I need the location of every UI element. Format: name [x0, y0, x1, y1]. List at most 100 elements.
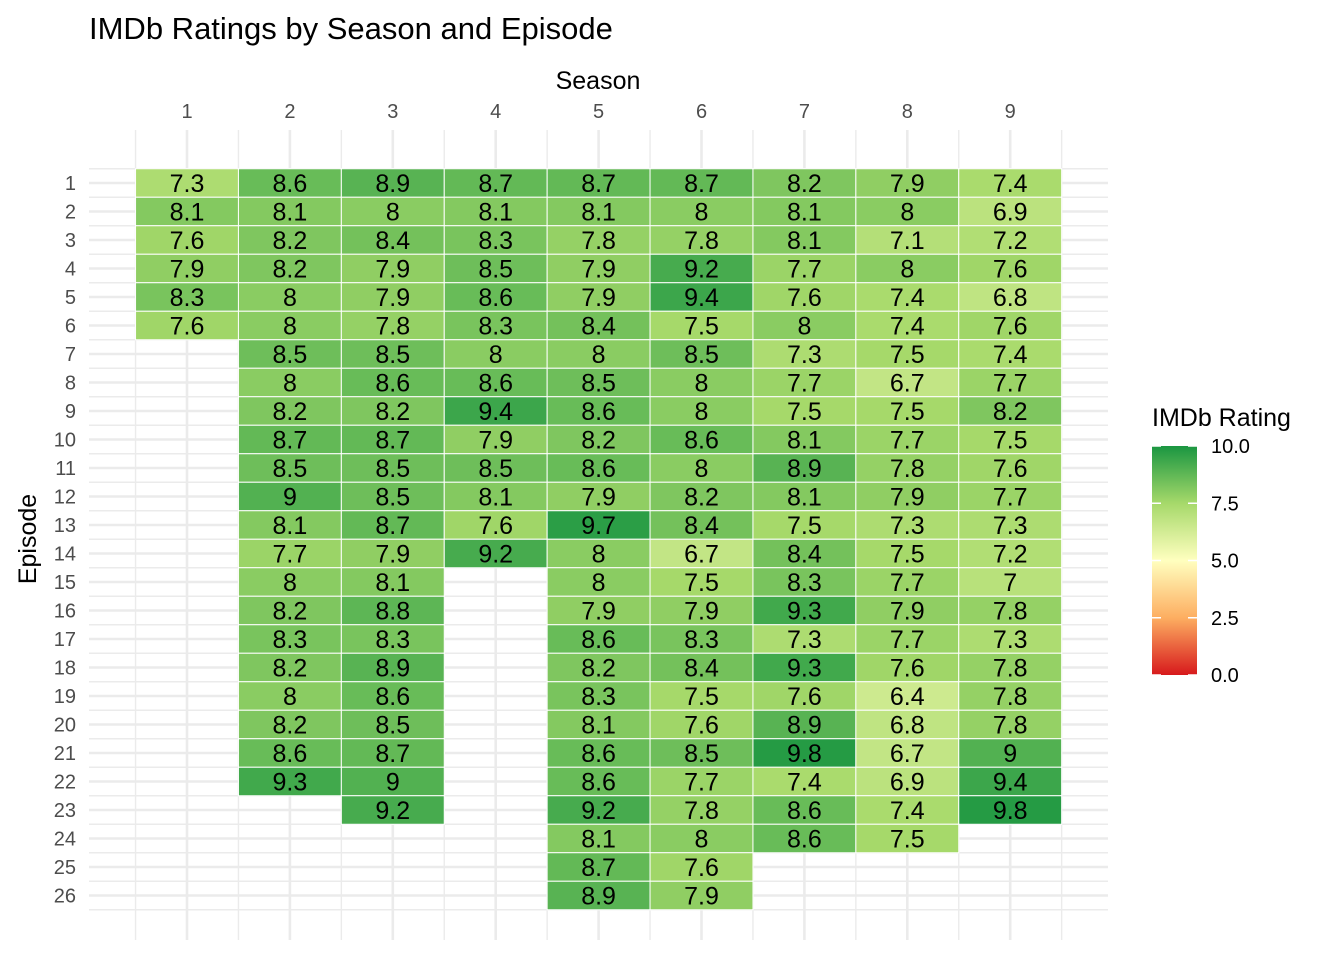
heatmap-cell [546, 282, 651, 312]
heatmap-cell [752, 481, 857, 512]
heatmap-cell [855, 253, 960, 284]
heatmap-cell [958, 253, 1063, 284]
heatmap-cell [958, 310, 1063, 341]
heatmap-cell [443, 225, 548, 255]
cell-label: 7.6 [684, 712, 719, 740]
cell-label: 8.5 [581, 370, 616, 398]
cell-label: 7.7 [890, 569, 925, 597]
cell-label: 8.2 [273, 227, 308, 255]
cell-label: 8.6 [375, 370, 410, 398]
cell-label: 8 [283, 284, 297, 312]
cell-label: 7.4 [890, 797, 925, 825]
cell-label: 7.6 [684, 854, 719, 882]
heatmap-cell [546, 880, 651, 911]
y-tick-label: 2 [65, 202, 76, 224]
cell-label: 8.5 [375, 712, 410, 740]
cell-label: 7.7 [684, 769, 719, 797]
heatmap-cell [752, 339, 857, 369]
heatmap-cells [135, 168, 1063, 911]
heatmap-cell [340, 396, 445, 426]
heatmap-cell [546, 168, 651, 198]
heatmap-cell [958, 424, 1063, 455]
cell-label: 9.2 [581, 797, 616, 825]
heatmap-cell [958, 396, 1063, 426]
heatmap-cell [443, 282, 548, 312]
heatmap-cell [340, 253, 445, 284]
legend-tick-label: 2.5 [1211, 608, 1239, 630]
heatmap-cell [752, 567, 857, 597]
cell-label: 8.7 [581, 170, 616, 198]
heatmap-cell [958, 795, 1063, 825]
cell-label: 9.2 [478, 541, 513, 569]
cell-label: 8.6 [273, 170, 308, 198]
cell-label: 8.3 [581, 683, 616, 711]
cell-label: 8.3 [273, 626, 308, 654]
cell-label: 8.4 [684, 655, 719, 683]
heatmap-cell [855, 339, 960, 369]
heatmap-cell [135, 196, 239, 227]
cell-label: 7.5 [890, 541, 925, 569]
heatmap-cell [443, 253, 548, 284]
cell-label: 8.3 [478, 227, 513, 255]
cell-label: 7.5 [684, 313, 719, 341]
cell-label: 7.9 [581, 256, 616, 284]
cell-label: 7.9 [170, 256, 205, 284]
heatmap-cell [546, 766, 651, 797]
heatmap-cell [855, 624, 960, 654]
heatmap-cell [546, 595, 651, 626]
cell-label: 8.6 [581, 626, 616, 654]
cell-label: 6.8 [890, 712, 925, 740]
x-tick-label: 5 [593, 101, 604, 123]
heatmap-cell [958, 595, 1063, 626]
heatmap-cell [649, 567, 754, 597]
cell-label: 8.2 [993, 398, 1028, 426]
cell-label: 6.7 [890, 740, 925, 768]
cell-label: 8 [283, 569, 297, 597]
heatmap-cell [752, 795, 857, 825]
cell-label: 7.8 [684, 227, 719, 255]
heatmap-cell [958, 168, 1063, 198]
cell-label: 8 [283, 683, 297, 711]
y-tick-label: 11 [55, 458, 76, 480]
heatmap-cell [958, 510, 1063, 540]
heatmap-cell [855, 681, 960, 711]
color-legend: IMDb Rating 10.0 7.5 5.0 2.5 0.0 [1152, 404, 1291, 687]
cell-label: 7.1 [890, 227, 925, 255]
heatmap-cell [855, 567, 960, 597]
cell-label: 8.3 [375, 626, 410, 654]
cell-label: 7.3 [170, 170, 205, 198]
cell-label: 9.8 [787, 740, 822, 768]
y-tick-label: 1 [65, 173, 76, 195]
cell-label: 8.6 [787, 826, 822, 854]
heatmap-cell [237, 481, 342, 512]
heatmap-cell [443, 196, 548, 227]
heatmap-cell [340, 766, 445, 797]
cell-label: 6.4 [890, 683, 925, 711]
legend-tick-label: 0.0 [1211, 665, 1239, 687]
heatmap-cell [340, 595, 445, 626]
cell-label: 8.1 [581, 712, 616, 740]
heatmap-cell [237, 396, 342, 426]
cell-label: 8 [489, 341, 503, 369]
heatmap-cell [752, 168, 857, 198]
x-tick-label: 9 [1005, 101, 1016, 123]
cell-label: 7.6 [993, 256, 1028, 284]
heatmap-cell [752, 282, 857, 312]
heatmap-cell [649, 880, 754, 911]
heatmap-cell [855, 738, 960, 768]
heatmap-cell [649, 481, 754, 512]
y-tick-label: 14 [54, 544, 76, 566]
cell-label: 8 [592, 341, 606, 369]
cell-label: 8.2 [273, 655, 308, 683]
legend-tick-label: 7.5 [1211, 493, 1239, 515]
y-tick-label: 23 [54, 800, 76, 822]
heatmap-cell [443, 510, 548, 540]
y-tick-label: 22 [54, 772, 76, 794]
x-tick-label: 2 [284, 101, 295, 123]
heatmap-cell [649, 624, 754, 654]
heatmap-cell [340, 196, 445, 227]
cell-label: 7.6 [993, 313, 1028, 341]
cell-label: 8.6 [787, 797, 822, 825]
cell-label: 7.6 [170, 227, 205, 255]
cell-label: 8.5 [375, 484, 410, 512]
